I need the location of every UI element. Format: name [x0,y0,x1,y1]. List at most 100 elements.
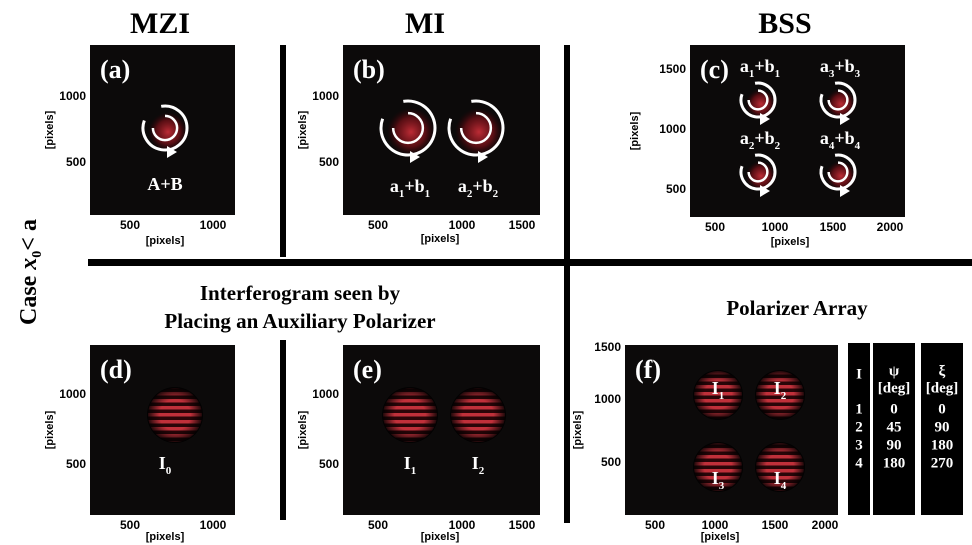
spot-label: a2+b2 [458,176,499,199]
subtitle: Interferogram seen by [200,281,401,305]
spot-text: +b [472,176,492,196]
x-axis-label: [pixels] [701,531,740,543]
spot-subscript: 0 [166,465,172,477]
y-tick-label: 500 [666,182,686,196]
fringe-fade [450,387,506,443]
spot-text: a [820,128,829,148]
spot-text: a [740,128,749,148]
x-tick-label: 2000 [812,518,839,532]
y-axis-label: [pixels] [44,110,56,149]
y-axis-label: [pixels] [44,410,56,449]
case-label: Case x0< a [16,219,45,325]
table-cell: 180 [883,455,906,471]
table-cell: 0 [938,401,946,417]
table-cell: 3 [855,437,863,453]
spot-subscript: 4 [781,480,787,492]
spot-subscript: 1 [775,68,781,80]
x-tick-label: 1500 [762,518,789,532]
subtitle: Placing an Auxiliary Polarizer [164,309,435,333]
x-tick-label: 1500 [509,518,536,532]
divider [88,259,972,266]
x-tick-label: 1000 [200,218,227,232]
spot-subscript: 1 [411,465,417,477]
x-axis-label: [pixels] [771,236,810,248]
spot-text: A+B [147,174,182,194]
column-header: BSS [758,7,811,40]
divider [280,340,286,520]
x-tick-label: 1000 [200,518,227,532]
spot-subscript: 2 [479,465,485,477]
spot-label: A+B [147,174,182,194]
fringe-fade [382,387,438,443]
table-cell: 2 [855,419,863,435]
spot-text: I [404,453,411,473]
y-tick-label: 500 [66,457,86,471]
case-rel: < a [16,219,42,251]
table-cell: 270 [931,455,954,471]
spot-text: a [820,56,829,76]
panel: (e)I1I2500100015001000500[pixels][pixels… [297,345,540,543]
x-tick-label: 500 [120,218,140,232]
column-header: MZI [130,7,190,40]
spot-subscript: 3 [719,480,725,492]
spot-subscript: 2 [493,188,499,200]
spot-subscript: 2 [781,390,787,402]
panel: (c)a1+b1a3+b3a2+b2a4+b450010001500200015… [629,45,905,248]
table-cell: 180 [931,437,954,453]
spot-label: a1+b1 [390,176,430,199]
table-header: I [856,366,862,382]
panel-label: (d) [100,355,132,384]
spot-label: a4+b4 [820,128,861,151]
spot-subscript: 2 [775,140,781,152]
spot-text: I [712,468,719,488]
y-tick-label: 1500 [659,62,686,76]
y-tick-label: 500 [601,455,621,469]
spot-text: I [159,453,166,473]
spot-subscript: 1 [719,390,725,402]
spot-subscript: 1 [425,188,431,200]
x-tick-label: 500 [705,220,725,234]
divider [564,45,570,523]
y-tick-label: 1000 [59,387,86,401]
spot-text: +b [834,128,854,148]
case-var: x [16,258,42,271]
case-sub: 0 [30,251,45,258]
table-unit: [deg] [878,380,911,396]
x-tick-label: 1000 [762,220,789,234]
spot-text: a [458,176,467,196]
y-tick-label: 1000 [59,89,86,103]
y-tick-label: 1000 [659,122,686,136]
y-axis-label: [pixels] [297,410,309,449]
y-tick-label: 1500 [594,340,621,354]
y-axis-label: [pixels] [297,110,309,149]
table-cell: 90 [935,419,950,435]
x-tick-label: 500 [645,518,665,532]
panel-label: (a) [100,55,130,84]
column-header: MI [405,7,445,40]
spot-text: a [740,56,749,76]
spot-subscript: 3 [855,68,861,80]
case-text: Case [16,275,42,325]
x-tick-label: 1000 [449,218,476,232]
spot-label: a1+b1 [740,56,780,79]
spot-text: I [712,378,719,398]
spot-text: I [472,453,479,473]
fringe-fade [147,387,203,443]
y-tick-label: 1000 [312,89,339,103]
x-tick-label: 2000 [877,220,904,234]
spot-text: +b [404,176,424,196]
y-tick-label: 1000 [594,392,621,406]
table-cell: 90 [887,437,902,453]
x-tick-label: 1500 [820,220,847,234]
y-tick-label: 500 [66,155,86,169]
y-axis-label: [pixels] [629,111,641,150]
spot-text: I [774,468,781,488]
table-header: ψ [889,363,900,379]
y-tick-label: 1000 [312,387,339,401]
y-tick-label: 500 [319,457,339,471]
x-axis-label: [pixels] [421,233,460,245]
